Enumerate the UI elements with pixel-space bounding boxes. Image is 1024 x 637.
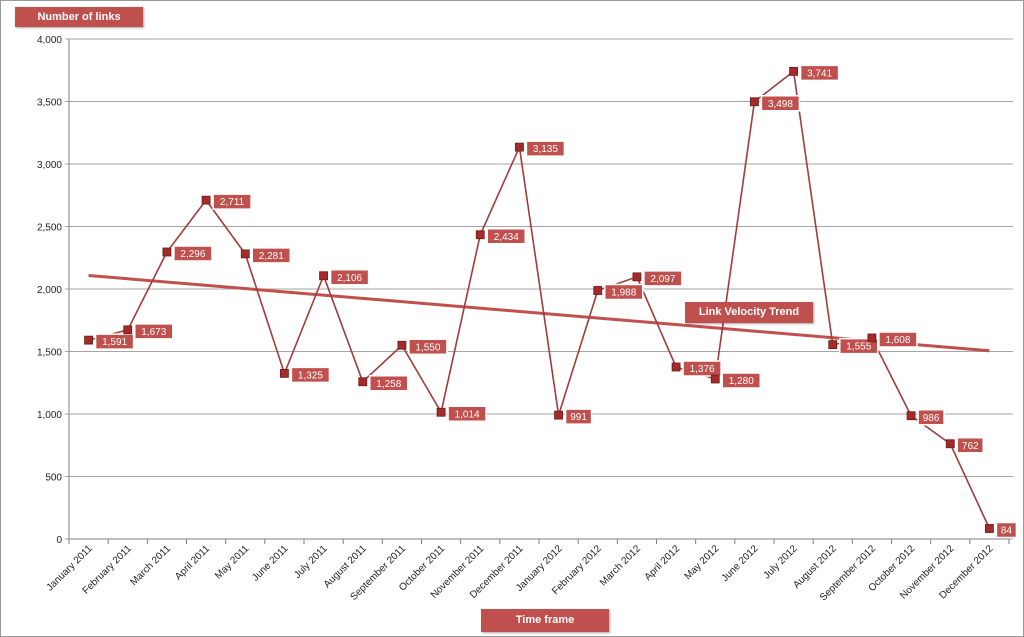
data-label: 1,258	[376, 379, 401, 390]
data-label-box	[212, 193, 252, 210]
x-tick-label: July 2011	[292, 543, 330, 581]
data-label: 762	[962, 441, 979, 452]
x-axis-title: Time frame	[481, 609, 609, 632]
y-tick-label: 2,500	[37, 223, 62, 234]
data-point	[632, 272, 642, 282]
data-point	[789, 66, 798, 76]
data-label-box	[564, 408, 593, 425]
data-point	[280, 368, 289, 378]
data-point	[828, 340, 838, 350]
data-point	[123, 325, 133, 335]
data-label: 2,097	[650, 274, 675, 285]
data-label: 1,014	[455, 409, 480, 420]
data-label-box	[604, 283, 644, 301]
y-tick-label: 2,000	[37, 285, 62, 296]
data-label-box	[956, 437, 984, 454]
data-label-box	[525, 140, 566, 157]
data-point	[593, 286, 603, 295]
data-label-box	[290, 366, 331, 384]
data-point	[201, 195, 211, 205]
data-label-box	[447, 405, 487, 422]
data-label-box	[799, 64, 840, 82]
series-line	[88, 69, 991, 529]
data-point	[750, 97, 759, 107]
x-tick-label: June 2012	[720, 543, 761, 584]
data-point	[945, 439, 955, 449]
data-label-box	[643, 270, 683, 287]
x-tick-label: May 2011	[213, 543, 252, 582]
y-tick-label: 1,500	[37, 348, 62, 359]
x-tick-label: May 2012	[683, 543, 722, 582]
x-tick-label: April 2011	[173, 543, 212, 582]
data-point	[554, 410, 563, 420]
data-label: 2,281	[259, 251, 284, 262]
data-label-box	[682, 360, 722, 377]
data-label: 1,550	[415, 342, 440, 353]
data-label-box	[329, 269, 370, 286]
data-label-box	[995, 521, 1018, 539]
data-label: 1,555	[846, 342, 871, 353]
data-label: 2,106	[337, 273, 362, 284]
y-tick-label: 0	[56, 535, 62, 546]
data-label-box	[173, 245, 213, 262]
y-tick-label: 4,000	[37, 35, 62, 46]
data-point	[358, 377, 368, 387]
data-point	[240, 249, 250, 259]
data-point	[319, 271, 328, 281]
data-point	[671, 362, 681, 372]
x-tick-label: April 2012	[643, 543, 683, 583]
y-tick-label: 3,500	[37, 98, 62, 109]
x-tick-label: June 2011	[250, 543, 291, 584]
x-tick-label: July 2012	[762, 543, 800, 581]
data-point	[397, 340, 407, 350]
data-point	[710, 374, 720, 384]
data-label: 84	[1001, 526, 1013, 537]
y-tick-label: 500	[45, 473, 62, 484]
data-point	[475, 230, 485, 240]
data-label: 3,135	[533, 144, 558, 155]
data-label-box	[878, 331, 918, 348]
data-label: 2,296	[180, 249, 205, 260]
data-label-box	[94, 333, 135, 350]
trend-label: Link Velocity Trend	[685, 302, 813, 323]
data-label: 1,608	[885, 335, 910, 346]
data-label: 991	[570, 412, 587, 423]
x-tick-label: March 2011	[128, 543, 173, 588]
data-label: 986	[923, 413, 940, 424]
data-label-box	[760, 95, 801, 112]
data-point	[84, 335, 93, 345]
data-label: 3,741	[807, 68, 832, 79]
data-point	[162, 247, 172, 257]
data-label: 1,988	[611, 288, 636, 299]
data-point	[906, 411, 916, 421]
data-point	[985, 524, 994, 533]
data-label-box	[721, 372, 761, 389]
x-tick-label: March 2012	[598, 543, 643, 588]
y-tick-label: 3,000	[37, 160, 62, 171]
data-label: 2,434	[494, 232, 519, 243]
y-axis-title: Number of links	[15, 7, 143, 27]
data-label-box	[408, 338, 448, 355]
data-label-box	[486, 228, 526, 245]
data-label-box	[251, 247, 291, 264]
data-label: 1,591	[102, 337, 127, 348]
data-label-box	[369, 375, 409, 392]
data-label-box	[917, 409, 945, 426]
data-label-box	[134, 323, 174, 340]
data-point	[515, 142, 524, 152]
data-label: 1,325	[298, 370, 323, 381]
data-label: 3,498	[768, 99, 793, 110]
y-tick-label: 1,000	[37, 410, 62, 421]
data-label: 1,376	[690, 364, 715, 375]
data-point	[867, 333, 877, 343]
data-label: 1,280	[729, 376, 754, 387]
data-label: 2,711	[220, 197, 245, 208]
data-label: 1,673	[141, 327, 166, 338]
data-point	[436, 407, 446, 417]
